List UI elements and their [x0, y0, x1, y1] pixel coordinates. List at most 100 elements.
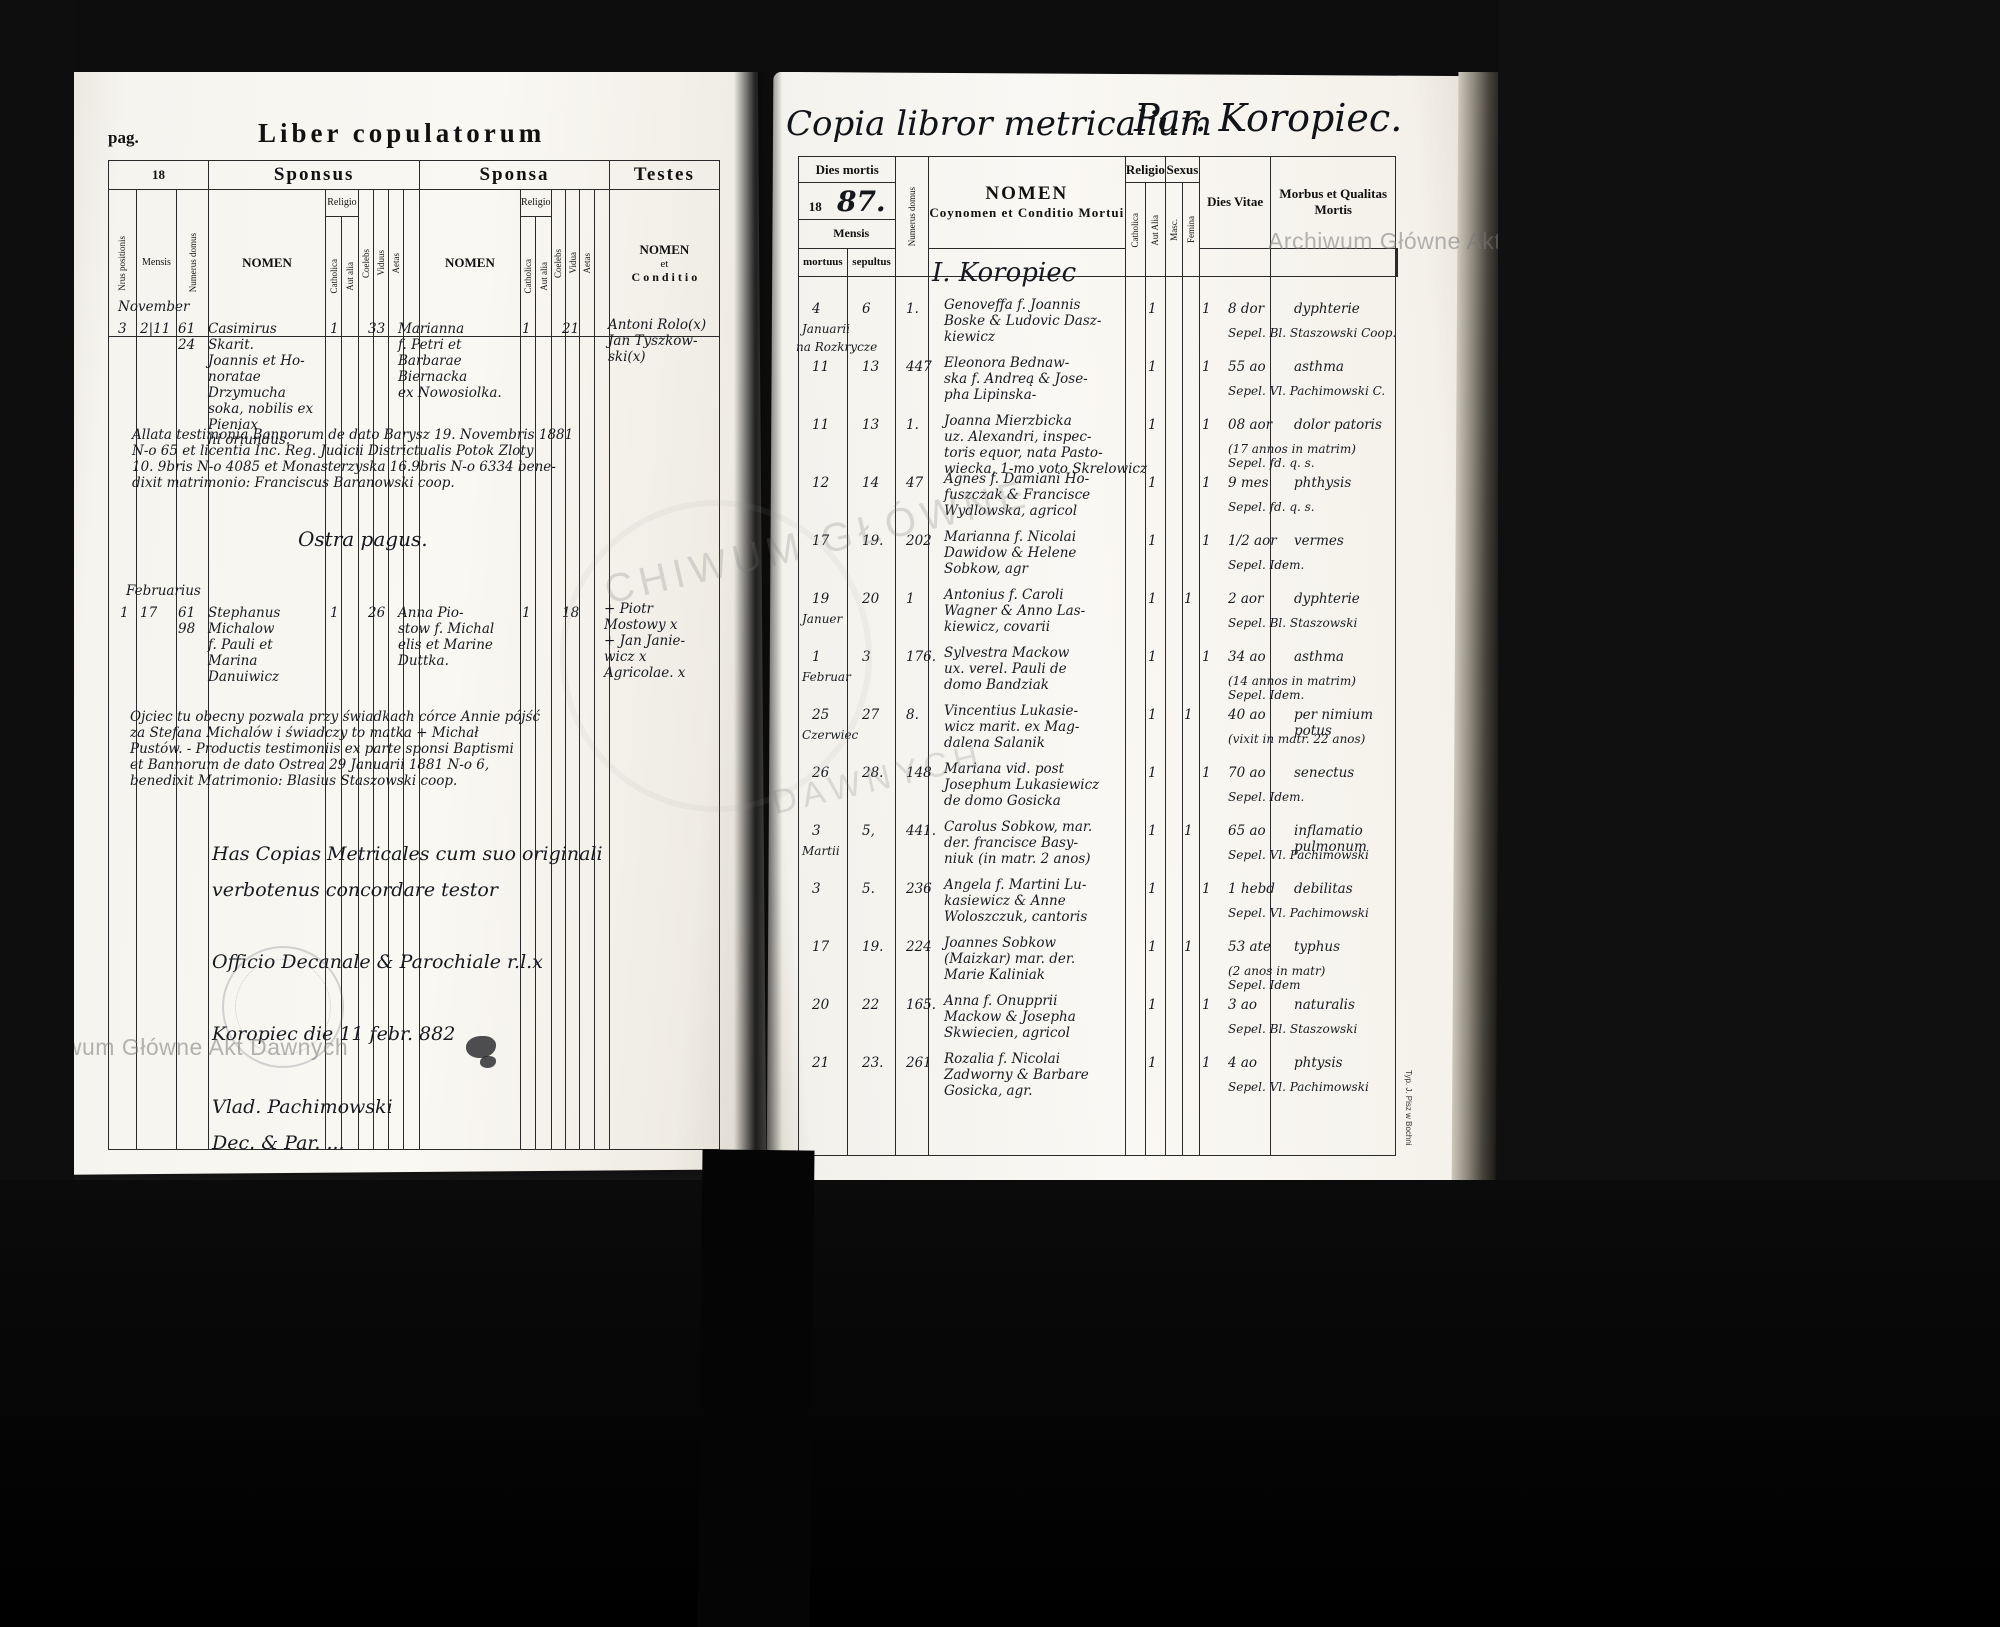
col-aut-alia-right: Aut Alia	[1150, 214, 1161, 246]
row-1-mortuus: 11	[812, 359, 830, 375]
row-9-dies-vitae: 65 ao	[1228, 823, 1266, 839]
archive-seal-watermark	[560, 500, 872, 812]
col-sponsus-nomen: NOMEN	[242, 255, 292, 270]
entry-2-sponsus-religio: 1	[330, 605, 339, 621]
row-8-morbus-note: Sepel. Idem.	[1228, 790, 1305, 804]
col-sponsa-nomen: NOMEN	[445, 255, 495, 270]
row-2-morbus-note: (17 annos in matrim) Sepel. fd. q. s.	[1228, 442, 1356, 471]
row-4-domus: 202	[906, 533, 932, 549]
row-7-sepultus: 27	[862, 707, 880, 723]
row-11-nomen: Joannes Sobkow (Maizkar) mar. der. Marie…	[944, 935, 1076, 983]
col-sepultus: sepultus	[852, 255, 891, 268]
row-1-catholica: 1	[1148, 359, 1157, 375]
col-morbus-qualitas: Morbus et Qualitas Mortis	[1279, 186, 1388, 218]
row-5-nomen: Antonius f. Caroli Wagner & Anno Las- ki…	[944, 587, 1086, 635]
row-1-morbus-note: Sepel. Vl. Pachimowski C.	[1228, 384, 1386, 398]
group-header-religio: Religio	[1125, 161, 1165, 177]
entry-1-domus: 61 24	[178, 321, 196, 353]
entry-section-ostra-pagus: Ostra pagus.	[298, 527, 428, 551]
row-0-domus: 1.	[906, 301, 919, 317]
row-5-morbus-note: Sepel. Bl. Staszowski	[1228, 616, 1358, 630]
group-header-sponsus: Sponsus	[273, 164, 355, 185]
row-7-morbus: per nimium potus	[1294, 707, 1374, 739]
entry-1-testes: Antoni Rolo(x) Jan Tyszkow- ski(x)	[608, 317, 707, 365]
row-6-morbus-note: (14 annos in matrim) Sepel. Idem.	[1228, 674, 1356, 703]
right-section-title: I. Koropiec	[932, 258, 1077, 288]
entry-1-note: Allata testimonia Bannorum de dato Barys…	[132, 427, 574, 491]
row-2-femina: 1	[1202, 417, 1211, 433]
row-3-femina: 1	[1202, 475, 1211, 491]
row-5-catholica: 1	[1148, 591, 1157, 607]
closing-attestation: Has Copias Metricales cum suo originali …	[212, 843, 603, 1154]
row-7-morbus-note: (vixit in matr. 22 anos)	[1228, 732, 1366, 746]
row-2-morbus: dolor patoris	[1294, 417, 1382, 433]
entry-2-sponsus-aetas: 26	[368, 605, 386, 621]
row-3-nomen: Agnes f. Damiani Ho- fuszczak & Francisc…	[944, 471, 1091, 519]
printer-mark: Typ. J. Pisz w Bochni	[1404, 1070, 1413, 1146]
row-1-morbus: asthma	[1294, 359, 1344, 375]
col-testes-nomen: NOMEN	[639, 241, 690, 257]
col-mortuus: mortuus	[802, 255, 843, 268]
row-11-mortuus: 17	[812, 939, 830, 955]
row-9-morbus: inflamatio pulmonum	[1294, 823, 1367, 855]
row-2-dies-vitae: 08 aor	[1228, 417, 1273, 433]
row-4-catholica: 1	[1148, 533, 1157, 549]
row-6-morbus: asthma	[1294, 649, 1344, 665]
row-0-catholica: 1	[1148, 301, 1157, 317]
row-0-morbus: dyphterie	[1294, 301, 1360, 317]
row-7-catholica: 1	[1148, 707, 1157, 723]
row-1-domus: 447	[906, 359, 932, 375]
row-10-nomen: Angela f. Martini Lu- kasiewicz & Anne W…	[944, 877, 1088, 925]
row-8-nomen: Mariana vid. post Josephum Lukasiewicz d…	[944, 761, 1100, 809]
page-label-left: pag.	[108, 128, 139, 147]
row-0-month-note: na Rozkrycze	[796, 340, 878, 354]
row-6-dies-vitae: 34 ao	[1228, 649, 1266, 665]
row-0-morbus-note: Sepel. Bl. Staszowski Coop.	[1228, 326, 1397, 340]
entry-month-november: November	[118, 299, 190, 315]
col-nomen-right: NOMEN	[985, 183, 1069, 205]
row-4-sepultus: 19.	[862, 533, 884, 549]
row-1-sepultus: 13	[862, 359, 880, 375]
year-hand-right: 87.	[836, 184, 886, 218]
row-9-masc: 1	[1184, 823, 1193, 839]
entry-1-sponsa-religio: 1	[522, 321, 531, 337]
row-9-catholica: 1	[1148, 823, 1157, 839]
row-11-morbus-note: (2 anos in matr) Sepel. Idem	[1228, 964, 1326, 993]
row-6-femina: 1	[1202, 649, 1211, 665]
row-5-dies-vitae: 2 aor	[1228, 591, 1264, 607]
entry-2-mensis: 17	[140, 605, 158, 621]
col-mensis-right: Mensis	[833, 226, 870, 241]
entry-2-nrus: 1	[120, 605, 129, 621]
row-13-dies-vitae: 4 ao	[1228, 1055, 1258, 1071]
row-11-dies-vitae: 53 ate	[1228, 939, 1271, 955]
row-0-dies-vitae: 8 dor	[1228, 301, 1265, 317]
row-3-dies-vitae: 9 mes	[1228, 475, 1269, 491]
row-7-masc: 1	[1184, 707, 1193, 723]
row-5-domus: 1	[906, 591, 915, 607]
col-catholica-right: Catholica	[1130, 212, 1141, 248]
right-year-row: 18 87. Catholica Aut Alia Masc. Femina	[797, 182, 1398, 278]
right-mortuus-sepultus-row: mortuus sepultus	[798, 247, 1398, 278]
col-testes-et: et	[660, 257, 669, 270]
row-3-sepultus: 14	[862, 475, 880, 491]
row-3-morbus-note: Sepel. fd. q. s.	[1228, 500, 1315, 514]
right-mensis-row: Mensis	[797, 219, 1398, 249]
row-0-mortuus: 4	[812, 301, 821, 317]
row-5-morbus: dyphterie	[1294, 591, 1360, 607]
row-0-femina: 1	[1202, 301, 1211, 317]
row-12-morbus-note: Sepel. Bl. Staszowski	[1228, 1022, 1358, 1036]
row-7-dies-vitae: 40 ao	[1228, 707, 1266, 723]
parish-seal-stamp	[222, 946, 344, 1068]
row-12-catholica: 1	[1148, 997, 1157, 1013]
entry-2-domus: 61 98	[178, 605, 196, 637]
row-10-morbus: debilitas	[1294, 881, 1353, 897]
row-9-sepultus: 5,	[862, 823, 875, 839]
row-0-sepultus: 6	[862, 301, 871, 317]
group-header-testes: Testes	[633, 164, 695, 185]
entry-1-nrus: 3	[118, 321, 127, 337]
row-4-morbus: vermes	[1294, 533, 1344, 549]
entry-2-sponsa: Anna Pio- stow f. Michal elis et Marine …	[398, 605, 495, 669]
row-2-catholica: 1	[1148, 417, 1157, 433]
